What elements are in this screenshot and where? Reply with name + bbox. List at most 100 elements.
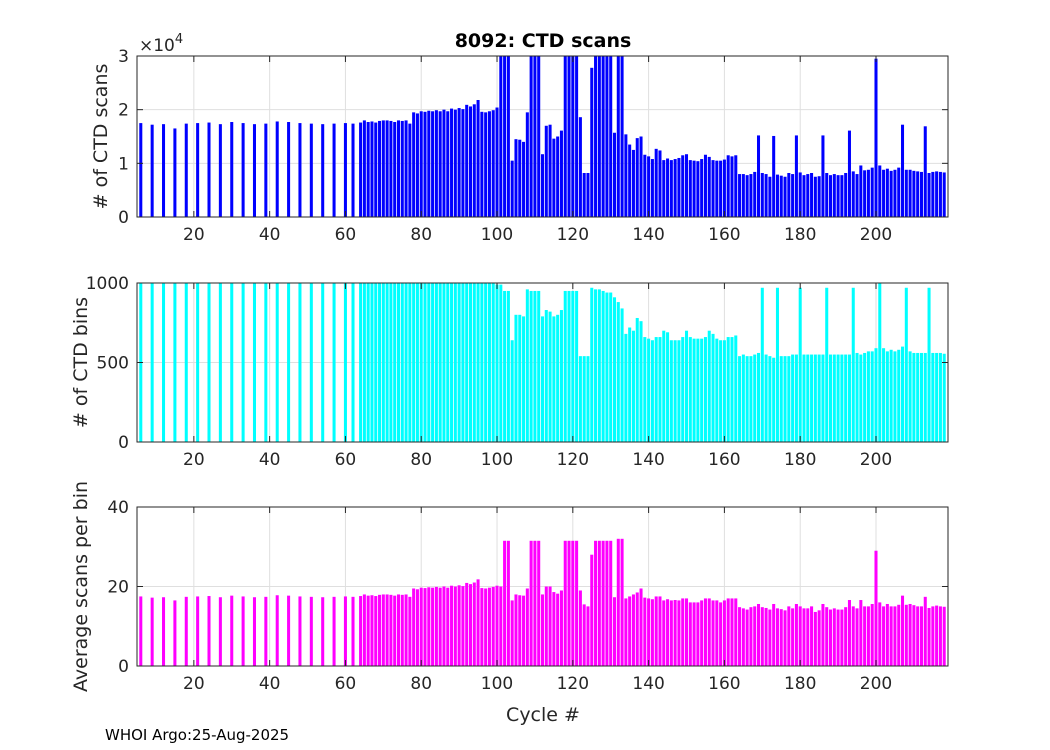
bar-bins-180 [798, 287, 802, 442]
bar-scans-80 [419, 111, 423, 217]
bar-scans-143 [658, 150, 662, 217]
bar-scans-69 [378, 120, 382, 217]
bar-scans-188 [829, 175, 833, 217]
bar-scans-27 [218, 124, 222, 217]
bar-bins-64 [359, 283, 363, 442]
bar-scans-91 [461, 109, 465, 217]
panel-ratio: 20 40 60 80 100 120 140 160 180 200 0 20 40 Average s… [70, 481, 949, 694]
bar-scans-210 [912, 170, 916, 217]
bar-bins-71 [385, 283, 389, 442]
bar-ratio-86 [442, 586, 446, 666]
x-axis-label: Cycle # [506, 704, 580, 726]
xtick-label-bins-180: 180 [784, 450, 816, 470]
bar-bins-189 [832, 354, 836, 442]
bar-bins-48 [298, 283, 302, 442]
bar-ratio-206 [897, 604, 901, 666]
bar-bins-148 [677, 340, 681, 442]
bar-scans-121 [575, 56, 579, 217]
bar-ratio-64 [359, 596, 363, 666]
ytick-label-ratio-20: 20 [107, 578, 129, 598]
bar-ratio-131 [612, 597, 617, 666]
bar-ratio-122 [578, 590, 582, 666]
bar-bins-136 [631, 330, 635, 442]
xtick-label-scans-200: 200 [860, 225, 892, 245]
bar-ratio-92 [465, 582, 469, 666]
bar-ratio-78 [412, 588, 416, 666]
bar-bins-101 [499, 284, 503, 442]
bar-bins-75 [400, 283, 404, 442]
bar-bins-132 [616, 302, 620, 442]
xtick-label-ratio-80: 80 [410, 674, 432, 694]
bar-bins-105 [514, 314, 518, 442]
bar-ratio-124 [586, 606, 590, 666]
bar-ratio-70 [381, 594, 385, 666]
bar-bins-155 [703, 337, 707, 442]
bar-scans-90 [457, 108, 461, 217]
bar-scans-179 [794, 135, 798, 217]
bar-ratio-211 [916, 606, 920, 666]
bar-scans-215 [931, 171, 935, 217]
bar-scans-123 [582, 172, 586, 217]
bar-bins-84 [434, 283, 438, 442]
bar-scans-153 [696, 161, 700, 217]
bar-bins-143 [658, 337, 662, 442]
bar-bins-36 [252, 283, 256, 442]
bar-scans-71 [385, 120, 389, 217]
ytick-label-bins-500: 500 [97, 354, 129, 374]
bar-bins-192 [844, 354, 848, 442]
bar-ratio-141 [650, 599, 654, 666]
bar-bins-196 [859, 354, 863, 442]
bar-bins-77 [408, 283, 412, 442]
bar-bins-54 [321, 283, 325, 442]
xtick-label-ratio-120: 120 [557, 674, 589, 694]
bar-ratio-217 [938, 606, 942, 666]
bar-scans-105 [514, 139, 518, 217]
bar-scans-193 [847, 130, 851, 217]
bar-bins-140 [647, 338, 651, 442]
bar-scans-152 [692, 160, 696, 217]
bar-scans-67 [370, 121, 374, 217]
bar-ratio-129 [605, 540, 609, 666]
ytick-label-scans-3: 3 [118, 47, 129, 67]
bar-scans-96 [480, 111, 484, 217]
bar-scans-212 [919, 171, 923, 217]
bar-bins-21 [196, 283, 200, 442]
bar-bins-167 [749, 356, 753, 442]
bar-scans-160 [722, 159, 726, 217]
bar-ratio-207 [901, 595, 905, 666]
bar-scans-192 [844, 172, 848, 217]
bar-scans-131 [612, 132, 617, 217]
xtick-label-scans-120: 120 [557, 225, 589, 245]
bar-ratio-36 [252, 597, 256, 666]
bar-ratio-95 [476, 579, 480, 666]
bar-scans-161 [726, 155, 730, 217]
bar-bins-179 [794, 354, 798, 442]
bar-scans-156 [707, 156, 711, 217]
bar-scans-168 [753, 171, 757, 217]
bar-bins-163 [734, 335, 738, 442]
bar-scans-145 [666, 158, 670, 217]
bar-ratio-215 [931, 606, 935, 666]
bar-scans-166 [745, 175, 749, 217]
bar-bins-208 [904, 287, 908, 442]
bar-ratio-67 [370, 595, 374, 666]
bar-bins-110 [533, 290, 537, 442]
bar-ratio-83 [431, 587, 435, 666]
bar-ratio-189 [832, 608, 836, 666]
bar-ratio-199 [870, 603, 874, 666]
bar-ratio-171 [764, 607, 768, 666]
bar-scans-119 [567, 56, 571, 217]
bar-ratio-74 [396, 594, 401, 666]
bar-scans-133 [620, 56, 624, 217]
bar-bins-211 [916, 352, 920, 442]
bar-scans-98 [487, 111, 491, 217]
bar-scans-217 [938, 171, 942, 217]
bar-scans-89 [453, 109, 457, 217]
xtick-label-bins-120: 120 [557, 450, 589, 470]
bar-bins-66 [366, 283, 370, 442]
bar-ratio-87 [446, 587, 450, 666]
bar-bins-193 [847, 354, 851, 442]
bar-ratio-102 [503, 540, 507, 666]
bar-bins-87 [446, 283, 450, 442]
bar-bins-73 [393, 283, 397, 442]
